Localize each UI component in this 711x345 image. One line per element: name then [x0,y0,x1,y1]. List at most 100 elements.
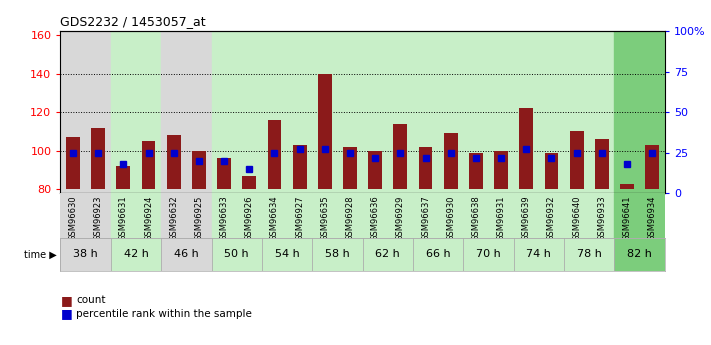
Bar [192,151,206,189]
Text: 82 h: 82 h [627,249,652,259]
Bar [111,31,136,193]
Text: GSM96636: GSM96636 [370,195,380,241]
Bar [136,193,161,238]
Text: 66 h: 66 h [426,249,451,259]
Text: 42 h: 42 h [124,249,149,259]
Bar [564,31,589,193]
Bar [117,166,130,189]
Text: GSM96634: GSM96634 [270,195,279,241]
Bar [363,31,387,193]
Text: GSM96639: GSM96639 [522,195,531,241]
Bar [66,137,80,189]
Bar [488,193,514,238]
Bar [564,193,589,238]
Bar [186,193,212,238]
Bar [514,193,539,238]
Text: GSM96635: GSM96635 [321,195,329,241]
Text: GSM96934: GSM96934 [648,195,657,241]
Bar [413,31,438,193]
Bar [464,31,488,193]
Text: GSM96923: GSM96923 [94,195,102,241]
Bar [438,31,464,193]
Bar [338,193,363,238]
Text: GSM96931: GSM96931 [496,195,506,241]
Text: GSM96641: GSM96641 [623,195,631,241]
Bar [595,139,609,189]
Bar [212,31,237,193]
Bar [312,31,338,193]
Bar [393,124,407,189]
Bar [564,238,614,271]
Bar [539,193,564,238]
Bar [262,238,312,271]
Text: GSM96638: GSM96638 [471,195,481,241]
Bar [287,193,312,238]
Bar [464,193,488,238]
Text: GSM96927: GSM96927 [295,195,304,241]
Text: GDS2232 / 1453057_at: GDS2232 / 1453057_at [60,16,206,29]
Bar [267,120,282,189]
Bar [419,147,432,189]
Bar [312,238,363,271]
Bar [141,141,156,189]
Text: 50 h: 50 h [225,249,249,259]
Text: count: count [76,295,105,305]
Text: ■: ■ [60,307,73,321]
Bar [186,31,212,193]
Text: GSM96924: GSM96924 [144,195,153,241]
Bar [217,158,231,189]
Bar [312,193,338,238]
Bar [514,238,564,271]
Text: 70 h: 70 h [476,249,501,259]
Bar [338,31,363,193]
Text: 62 h: 62 h [375,249,400,259]
Bar [85,193,111,238]
Bar [589,193,614,238]
Text: time ▶: time ▶ [24,249,57,259]
Bar [212,238,262,271]
Bar [161,31,186,193]
Bar [640,193,665,238]
Text: percentile rank within the sample: percentile rank within the sample [76,309,252,319]
Bar [469,152,483,189]
Text: GSM96632: GSM96632 [169,195,178,241]
Text: GSM96925: GSM96925 [194,195,203,241]
Bar [646,145,659,189]
Text: GSM96930: GSM96930 [447,195,455,241]
Bar [539,31,564,193]
Text: GSM96926: GSM96926 [245,195,254,241]
Text: 78 h: 78 h [577,249,602,259]
Bar [161,193,186,238]
Text: GSM96929: GSM96929 [396,195,405,241]
Bar [444,134,458,189]
Bar [85,31,111,193]
Bar [60,193,85,238]
Text: GSM96932: GSM96932 [547,195,556,241]
Bar [318,73,332,189]
Bar [514,31,539,193]
Bar [363,193,387,238]
Text: GSM96640: GSM96640 [572,195,581,241]
Text: GSM96633: GSM96633 [220,195,229,241]
Text: 74 h: 74 h [526,249,551,259]
Bar [287,31,312,193]
Bar [60,31,85,193]
Text: 38 h: 38 h [73,249,98,259]
Text: GSM96637: GSM96637 [421,195,430,241]
Text: 54 h: 54 h [274,249,299,259]
Bar [570,131,584,189]
Text: GSM96630: GSM96630 [68,195,77,241]
Bar [614,193,640,238]
Bar [237,193,262,238]
Bar [387,31,413,193]
Bar [212,193,237,238]
Bar [614,31,640,193]
Bar [242,176,256,189]
Bar [343,147,357,189]
Bar [614,238,665,271]
Bar [262,193,287,238]
Bar [589,31,614,193]
Bar [136,31,161,193]
Bar [368,151,382,189]
Text: ■: ■ [60,294,73,307]
